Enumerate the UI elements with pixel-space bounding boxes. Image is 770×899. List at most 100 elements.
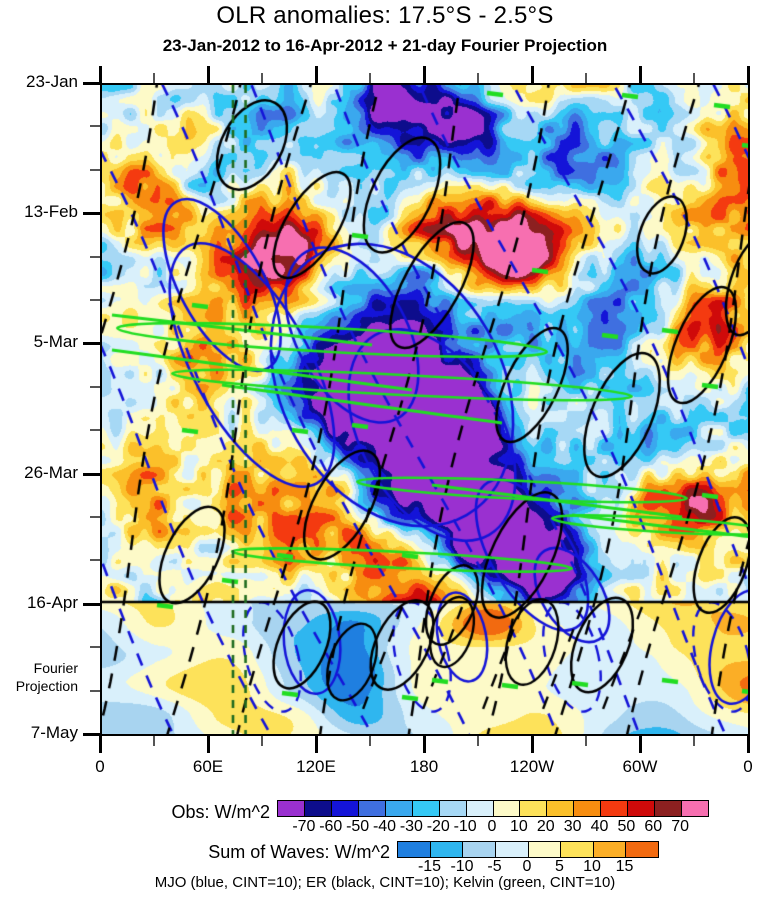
colorbar-tick-1: -60: [319, 818, 343, 835]
y-tick-major-1: [83, 212, 100, 216]
colorbar-tick-3: 0: [522, 858, 532, 875]
y-axis-label-0: 23-Jan: [26, 72, 78, 91]
colorbar-tick-9: 20: [536, 818, 555, 835]
colorbar-tick-2: -50: [346, 818, 370, 835]
colorbar-swatch-14: [655, 801, 683, 816]
x-tick-top-minor-0: [153, 73, 155, 83]
y-tick-minor-1-1: [90, 255, 100, 258]
obs-colorbar-ticks: -70 -60 -50 -40 -30 -20 -10 0 10 20 30 40 50 60 70: [277, 818, 707, 836]
y-tick-minor-1-2: [90, 299, 100, 301]
x-tick-major-6: [747, 736, 750, 753]
y-axis-label-2: 5-Mar: [33, 332, 78, 352]
colorbar-swatch-5: [412, 801, 440, 816]
colorbar-swatch-15: [682, 801, 708, 816]
x-axis-label-5: 60W: [622, 757, 658, 776]
fourier-projection-note: Fourier: [33, 659, 78, 676]
y-tick-minor-4-1: [90, 646, 100, 649]
colorbar-tick-12: 50: [617, 818, 636, 835]
colorbar-swatch-3: [358, 801, 386, 816]
olr-anomaly-field: [102, 85, 748, 734]
waves-colorbar: [397, 841, 659, 858]
x-tick-top-major-6: [747, 66, 750, 83]
y-tick-minor-3-1: [90, 516, 100, 518]
x-axis-label-6: 0: [743, 757, 753, 776]
colorbar-tick-0: -15: [417, 858, 442, 875]
colorbar-swatch-3: [495, 842, 529, 857]
waves-colorbar-ticks: -15 -10 -5 0 5 10 15: [397, 858, 657, 876]
colorbar-swatch-7: [626, 842, 658, 857]
x-axis-label-1: 60E: [192, 757, 224, 776]
x-tick-top-minor-5: [693, 73, 695, 83]
x-tick-minor-5: [693, 736, 695, 746]
x-tick-top-major-2: [315, 66, 318, 83]
x-tick-top-major-5: [639, 66, 642, 83]
x-axis-label-2: 120E: [296, 757, 336, 776]
waves-colorbar-label: Sum of Waves: W/m^2: [208, 842, 390, 862]
y-tick-major-5: [83, 733, 100, 736]
colorbar-swatch-0: [398, 842, 431, 857]
contour-legend-note: MJO (blue, CINT=10); ER (black, CINT=10)…: [154, 874, 616, 891]
y-tick-minor-0-2: [90, 168, 100, 171]
colorbar-tick-5: 10: [583, 858, 601, 875]
y-tick-major-3: [83, 472, 100, 476]
y-tick-major-4: [83, 602, 100, 606]
x-tick-top-minor-1: [261, 73, 263, 83]
colorbar-tick-1: -10: [450, 858, 474, 875]
fourier-projection-note-2: Projection: [15, 677, 78, 694]
y-axis-label-5: 7-May: [30, 723, 78, 742]
colorbar-tick-3: -40: [372, 818, 397, 835]
colorbar-swatch-2: [331, 801, 359, 816]
colorbar-tick-2: -5: [487, 858, 502, 875]
y-tick-major-0: [83, 82, 100, 85]
x-axis-label-0: 0: [95, 757, 105, 776]
colorbar-swatch-4: [385, 801, 413, 816]
colorbar-tick-7: 0: [487, 818, 497, 835]
colorbar-tick-4: 5: [555, 858, 564, 875]
colorbar-swatch-2: [463, 842, 496, 857]
colorbar-tick-8: 10: [509, 818, 528, 835]
colorbar-swatch-0: [278, 801, 305, 816]
y-tick-minor-2-1: [90, 385, 100, 388]
colorbar-tick-6: 15: [615, 858, 634, 875]
colorbar-swatch-4: [528, 842, 562, 857]
y-tick-minor-2-2: [90, 429, 100, 432]
colorbar-swatch-7: [466, 801, 494, 816]
colorbar-swatch-11: [574, 801, 602, 816]
x-tick-top-major-0: [99, 66, 102, 83]
y-tick-minor-3-2: [90, 559, 100, 562]
colorbar-swatch-5: [561, 842, 594, 857]
x-tick-top-minor-4: [585, 73, 587, 83]
x-tick-top-major-1: [207, 66, 210, 83]
colorbar-swatch-9: [520, 801, 548, 816]
x-tick-minor-3: [477, 736, 479, 746]
x-tick-major-5: [639, 736, 642, 753]
x-tick-major-0: [99, 736, 102, 753]
colorbar-tick-10: 30: [563, 818, 582, 835]
colorbar-tick-4: -30: [399, 818, 423, 835]
x-tick-top-major-3: [423, 66, 426, 83]
y-axis-label-3: 26-Mar: [24, 462, 78, 482]
y-tick-major-2: [83, 342, 100, 346]
x-tick-top-major-4: [531, 66, 534, 83]
colorbar-swatch-8: [493, 801, 521, 816]
x-tick-minor-4: [585, 736, 587, 746]
x-axis-label-3: 180: [409, 757, 439, 776]
x-tick-major-3: [423, 736, 426, 753]
y-tick-minor-0-1: [90, 125, 100, 128]
colorbar-tick-6: -10: [453, 818, 477, 835]
colorbar-swatch-1: [304, 801, 332, 816]
page-subtitle: 23-Jan-2012 to 16-Apr-2012 + 21-day Four…: [162, 36, 608, 55]
colorbar-tick-0: -70: [292, 818, 316, 835]
obs-colorbar: [277, 800, 709, 817]
x-tick-major-2: [315, 736, 318, 753]
x-tick-minor-0: [153, 736, 155, 746]
colorbar-swatch-12: [601, 801, 629, 816]
colorbar-swatch-1: [430, 842, 464, 857]
x-axis-label-4: 120W: [509, 757, 555, 776]
colorbar-tick-11: 40: [590, 818, 609, 835]
colorbar-swatch-6: [439, 801, 467, 816]
y-axis-label-4: 16-Apr: [26, 592, 78, 612]
y-tick-minor-4-2: [90, 689, 100, 692]
obs-colorbar-label: Obs: W/m^2: [171, 802, 270, 822]
colorbar-tick-13: 60: [644, 818, 663, 835]
